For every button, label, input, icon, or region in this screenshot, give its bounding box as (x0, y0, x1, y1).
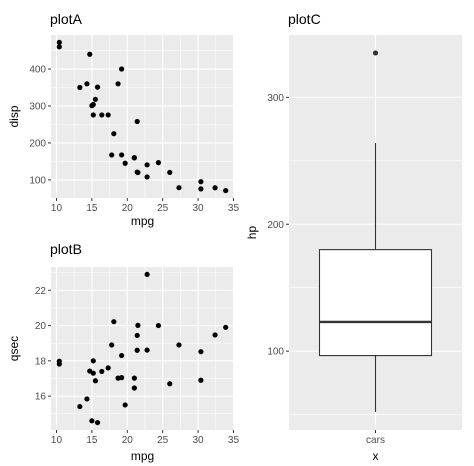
plotA-point (105, 112, 111, 118)
plotA-point (167, 169, 173, 176)
plotB-point (119, 375, 125, 381)
plotB-panel (51, 267, 234, 430)
plotA-point (56, 44, 62, 50)
plotA-point (111, 131, 117, 137)
plotA-point (223, 187, 229, 194)
plotA-point (56, 39, 62, 46)
plotA-point (155, 160, 162, 166)
plotC-y-axis-title: hp (245, 226, 259, 240)
plotA-point (212, 185, 218, 191)
plotC-x-axis-title: x (373, 449, 379, 463)
plotA-y-tick-label: 400 (29, 65, 46, 76)
plotC-title: plotC (288, 11, 321, 27)
plotA-point (176, 185, 182, 191)
plotB-point (144, 271, 150, 278)
plotA-x-tick-label: 25 (157, 203, 169, 214)
plotC-x-tick-label: cars (366, 435, 385, 446)
plotA-chart: plotA 10 15 20 25 30 35 100 200 300 400 mpg disp (7, 11, 239, 228)
plotB-point (92, 378, 99, 384)
plotB-point (167, 381, 173, 387)
plotB-x-tick-label: 25 (157, 435, 169, 446)
plotB-point (131, 375, 137, 381)
plotA-point (92, 96, 99, 102)
plotB-point (77, 403, 83, 410)
plotB-point (144, 347, 150, 353)
plotB-point (198, 349, 204, 355)
plotB-point (94, 419, 101, 426)
plotB-point (155, 322, 162, 329)
plotA-point (198, 186, 204, 192)
plotB-point (198, 377, 204, 383)
plotB-point (84, 396, 90, 402)
plotA-x-tick-label: 15 (86, 203, 98, 214)
plotB-point (111, 319, 117, 325)
plotA-point (87, 51, 93, 57)
plotB-y-tick-label: 16 (35, 392, 47, 403)
plotA-point (90, 112, 96, 118)
plotB-point (90, 370, 96, 376)
plotB-point (119, 352, 125, 359)
plotB-point (134, 332, 140, 339)
plotA-point (134, 169, 140, 175)
plotC-chart: plotC cars 100 200 300 x hp (245, 11, 462, 463)
plotB-point (134, 347, 140, 353)
plotA-point (84, 81, 90, 87)
plotA-y-tick-label: 200 (29, 138, 46, 149)
plotB-point (90, 358, 96, 364)
plotB-chart: plotB 10 15 20 25 30 35 16 18 20 22 mpg qsec (7, 241, 239, 463)
plotA-point (94, 84, 101, 90)
plotB-point (131, 385, 137, 391)
plotA-point (109, 152, 115, 158)
plotA-point (144, 174, 150, 180)
plotB-y-tick-label: 22 (35, 286, 47, 297)
plotA-y-axis-title: disp (7, 105, 21, 127)
plotB-point (223, 324, 229, 330)
plotB-x-tick-label: 10 (51, 435, 63, 446)
plotA-y-tick-label: 100 (29, 175, 46, 186)
plotA-x-axis-title: mpg (131, 214, 154, 228)
plotB-y-axis-title: qsec (7, 336, 21, 361)
plotB-point (99, 368, 105, 375)
plotA-x-tick-label: 10 (51, 203, 63, 214)
plotA-panel (51, 35, 234, 198)
plotB-x-tick-label: 35 (228, 435, 240, 446)
plotB-x-tick-label: 15 (86, 435, 98, 446)
plotA-point (115, 81, 121, 87)
plotA-title: plotA (50, 11, 83, 27)
plotA-point (131, 155, 137, 161)
plotA-x-tick-label: 20 (122, 203, 134, 214)
plotB-y-tick-label: 18 (35, 356, 47, 367)
plotB-point (135, 322, 141, 328)
plotA-x-tick-label: 35 (228, 203, 240, 214)
plotA-point (144, 162, 150, 168)
plotC-box (318, 249, 433, 357)
plotB-y-tick-label: 20 (35, 321, 47, 332)
plotB-point (176, 342, 182, 348)
plotC-outlier-point (372, 50, 379, 56)
plotA-y-tick-label: 300 (29, 101, 46, 112)
plotB-point (105, 365, 111, 371)
plotC-y-tick-label: 100 (267, 347, 284, 358)
plotB-point (122, 402, 128, 408)
plotA-point (119, 66, 125, 72)
plotA-point (134, 118, 140, 125)
plotB-x-tick-label: 20 (122, 435, 134, 446)
plotA-point (99, 112, 105, 118)
plotA-point (198, 179, 204, 185)
plotB-point (212, 332, 218, 338)
plotC-y-tick-label: 300 (267, 93, 284, 104)
plotB-point (89, 418, 95, 424)
plotB-title: plotB (50, 241, 82, 257)
plotA-point (77, 84, 83, 91)
plotB-point (56, 361, 62, 367)
plotA-point (122, 160, 128, 166)
plotA-point (89, 103, 95, 109)
plotA-point (119, 152, 125, 158)
plotB-point (109, 342, 115, 348)
plotB-x-tick-label: 30 (193, 435, 205, 446)
plotB-x-axis-title: mpg (131, 449, 154, 463)
plotC-y-tick-label: 200 (267, 220, 284, 231)
plotA-x-tick-label: 30 (193, 203, 205, 214)
